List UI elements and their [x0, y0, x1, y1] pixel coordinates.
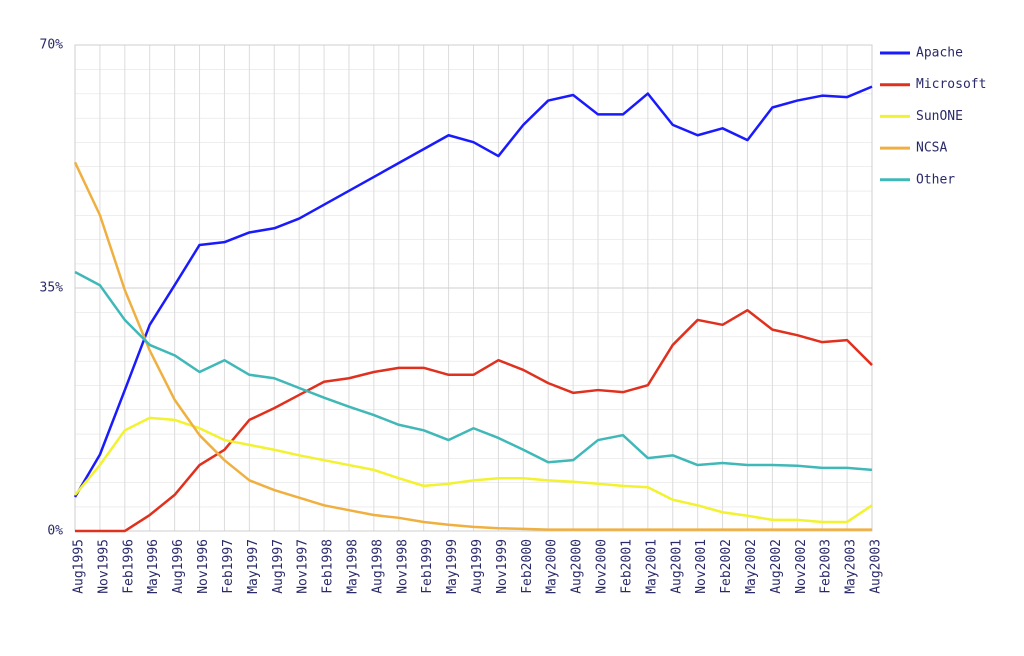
x-tick-label: Nov2001	[694, 539, 709, 594]
legend-label: Apache	[916, 46, 963, 61]
x-tick-label: May1999	[445, 539, 460, 594]
plot-border	[74, 44, 873, 532]
line	[75, 308, 873, 533]
x-tick-label: Aug2003	[869, 539, 884, 594]
x-tick-label: Nov2002	[794, 539, 809, 594]
x-tick-label: Aug1995	[72, 539, 87, 594]
x-tick-label: Aug2000	[570, 539, 585, 594]
line	[73, 85, 873, 498]
x-tick-label: May2002	[744, 539, 759, 594]
x-tick-label: May1996	[146, 539, 161, 594]
legend-label: Other	[916, 172, 955, 187]
x-tick-label: May1998	[345, 539, 360, 594]
x-tick-label: Feb1998	[321, 539, 336, 594]
x-tick-label: Aug1998	[370, 539, 385, 594]
line	[74, 270, 873, 472]
legend-label: SunONE	[916, 109, 963, 124]
x-tick-label: Feb1999	[420, 539, 435, 594]
line	[73, 161, 872, 531]
x-tick-label: Feb2003	[819, 539, 834, 594]
x-tick-label: Aug1996	[171, 539, 186, 594]
y-tick-label: 0%	[47, 524, 63, 539]
x-tick-label: Feb1996	[121, 539, 136, 594]
x-tick-label: Nov1996	[196, 539, 211, 594]
y-tick-label: 35%	[40, 281, 64, 296]
x-tick-label: Aug2001	[669, 539, 684, 594]
x-tick-label: Aug1999	[470, 539, 485, 594]
y-tick-label: 70%	[40, 38, 64, 53]
x-tick-label: Nov1998	[395, 539, 410, 594]
x-tick-label: Nov1995	[96, 539, 111, 594]
x-tick-label: May2003	[844, 539, 859, 594]
legend-label: Microsoft	[916, 77, 986, 92]
x-tick-label: Nov2000	[595, 539, 610, 594]
x-tick-label: May2000	[545, 539, 560, 594]
line	[74, 416, 873, 524]
x-tick-label: May1997	[246, 539, 261, 594]
x-tick-label: Feb1997	[221, 539, 236, 594]
x-tick-label: Feb2002	[719, 539, 734, 594]
x-tick-label: Aug2002	[769, 539, 784, 594]
x-tick-label: May2001	[644, 539, 659, 594]
x-tick-label: Nov1997	[296, 539, 311, 594]
x-tick-label: Feb2000	[520, 539, 535, 594]
legend-label: NCSA	[916, 141, 947, 156]
x-tick-label: Aug1997	[271, 539, 286, 594]
x-tick-label: Nov1999	[495, 539, 510, 594]
x-tick-label: Feb2001	[619, 539, 634, 594]
